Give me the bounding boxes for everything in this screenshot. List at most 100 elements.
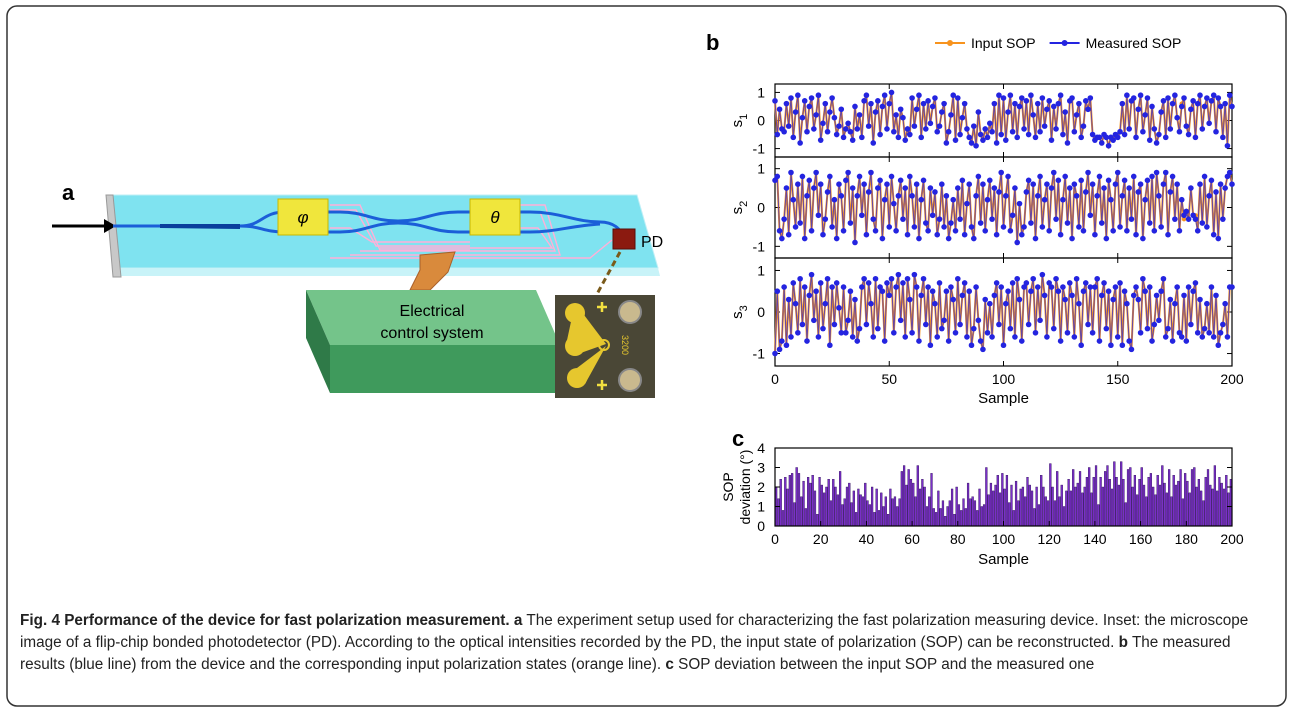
data-point [845,317,851,324]
data-point [817,280,824,286]
data-point [1018,338,1025,344]
bar [1042,486,1045,527]
data-point [1023,280,1030,286]
data-point [1151,228,1158,234]
data-point [806,177,813,184]
bar [955,486,958,527]
data-point [1021,126,1027,132]
x-tick-label: 100 [992,371,1016,387]
data-point [957,321,963,328]
data-point [968,342,975,349]
box-label: control system [380,325,483,342]
bar [932,508,935,527]
data-point [792,224,799,230]
data-point [1201,173,1208,180]
data-point [1034,193,1041,199]
data-point [1098,140,1105,146]
bar [784,477,787,527]
data-point [1183,208,1190,215]
data-point [822,100,829,107]
data-point [1199,334,1206,340]
bar [973,500,977,527]
y-tick-label: 0 [757,518,765,534]
data-point [820,231,826,238]
pad [565,303,585,323]
bar [1113,461,1116,527]
bar [1017,500,1020,527]
data-point [1053,216,1059,222]
data-point [911,123,918,129]
data-point [840,284,847,290]
legend-marker [1061,40,1068,46]
data-point [1078,134,1084,141]
data-point [829,224,835,230]
bar [1186,480,1189,527]
data-point [998,169,1005,176]
data-point [1103,325,1110,332]
data-point [1146,220,1153,226]
data-point [1089,329,1096,336]
data-point [955,275,961,282]
bar [916,465,919,527]
data-point [939,325,945,332]
data-point [973,142,979,149]
phase-shifter [277,198,329,236]
bar [1081,492,1084,527]
data-point [852,103,858,110]
bar [880,492,883,527]
data-point [1044,334,1050,340]
data-point [801,284,808,290]
data-point [1146,284,1153,290]
bar [802,480,805,527]
data-point [1101,280,1107,286]
data-point [1060,196,1066,203]
bar [1053,500,1057,527]
data-point [1078,342,1084,349]
data-point [1172,300,1178,307]
data-point [792,109,799,115]
data-point [1137,92,1144,99]
data-point [1030,112,1037,118]
bar [1131,486,1134,527]
data-point [916,92,922,99]
data-point [980,346,986,353]
x-tick-label: 80 [950,531,966,547]
data-point [1016,200,1023,207]
data-point [1208,98,1215,104]
bar [1115,477,1118,527]
data-point [1190,98,1196,104]
data-point [1034,100,1041,107]
data-point [1030,275,1037,282]
data-point [936,216,943,222]
bar [1170,496,1173,527]
data-point [925,228,931,234]
data-point [1185,284,1192,290]
bar [1044,496,1047,527]
data-point [1114,334,1121,340]
data-point [1119,193,1126,199]
bar [809,482,812,527]
data-point [879,235,886,242]
x-tick-label: 0 [771,531,779,547]
data-point [861,181,867,187]
data-point [1012,185,1018,191]
data-point [964,126,970,132]
data-point [838,106,845,113]
data-point [875,98,881,104]
bar [1085,477,1089,527]
data-point [843,126,849,132]
data-point [968,224,975,230]
bar [996,475,999,527]
data-point [943,140,950,146]
bar [1062,506,1066,527]
data-point [1060,131,1066,138]
bar [777,498,780,527]
bar [1008,502,1011,527]
data-point [1174,181,1180,187]
y-tick-label: 2 [757,479,765,495]
data-point [984,196,991,203]
data-point [977,131,984,138]
y-tick-label: 1 [757,161,765,177]
data-point [1137,181,1144,187]
data-point [1149,173,1155,180]
